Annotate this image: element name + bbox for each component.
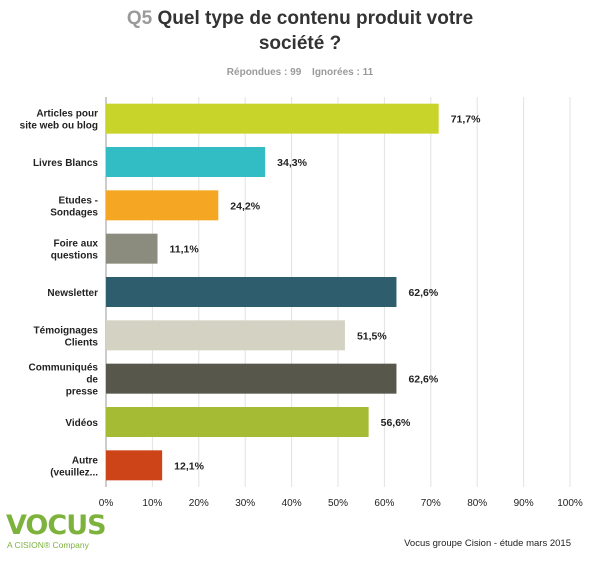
- x-tick-label: 80%: [467, 498, 487, 509]
- chart-title: Q5 Quel type de contenu produit votre so…: [60, 6, 540, 56]
- x-tick-label: 100%: [557, 498, 583, 509]
- x-tick-label: 10%: [142, 498, 162, 509]
- response-stats: Répondues : 99 Ignorées : 11: [100, 67, 500, 78]
- x-tick-label: 90%: [514, 498, 534, 509]
- data-label: 34,3%: [277, 157, 307, 169]
- title-line-2: société ?: [258, 33, 342, 54]
- bar: [106, 320, 345, 351]
- category-label: Etudes -Sondages: [50, 195, 98, 218]
- logo-tagline: A CISION® Company: [7, 540, 89, 550]
- data-label: 56,6%: [381, 417, 411, 429]
- data-label: 12,1%: [174, 460, 204, 472]
- category-label: Communiqués de presse: [29, 363, 99, 398]
- category-label: Newsletter: [47, 288, 98, 299]
- bar: [106, 190, 219, 221]
- x-tick-label: 40%: [282, 498, 302, 509]
- category-label: Articles pour site web ou blog: [20, 109, 98, 132]
- title-line-1: Quel type de contenu produit votre: [157, 8, 474, 29]
- bar: [106, 233, 158, 264]
- bar: [106, 450, 163, 481]
- data-label: 62,6%: [408, 374, 438, 386]
- question-number: Q5: [126, 8, 153, 29]
- source-footer: Vocus groupe Cision - étude mars 2015: [404, 538, 571, 549]
- bar: [106, 407, 369, 437]
- skipped-count: Ignorées : 11: [312, 67, 374, 78]
- data-label: 51,5%: [357, 330, 387, 342]
- data-label: 71,7%: [451, 114, 481, 126]
- x-tick-label: 30%: [235, 498, 255, 509]
- category-label: Livres Blancs: [33, 158, 98, 169]
- bar: [106, 363, 397, 394]
- bar: [106, 277, 397, 307]
- vocus-logo: VOCUS A CISION® Company: [6, 510, 107, 551]
- x-tick-label: 50%: [328, 498, 348, 509]
- data-label: 62,6%: [408, 287, 438, 299]
- x-tick-label: 0%: [99, 498, 114, 509]
- answered-count: Répondues : 99: [226, 67, 302, 78]
- category-label: Témoignages Clients: [34, 325, 99, 348]
- x-tick-label: 60%: [374, 498, 394, 509]
- x-tick-label: 20%: [189, 498, 209, 509]
- x-tick-label: 70%: [421, 498, 441, 509]
- bar: [106, 103, 439, 134]
- data-label: 24,2%: [230, 200, 260, 212]
- bar: [106, 147, 266, 177]
- category-label: Foire aux questions: [51, 239, 99, 262]
- category-label: Autre (veuillez...: [50, 455, 98, 478]
- data-label: 11,1%: [170, 244, 200, 256]
- category-label: Vidéos: [65, 418, 98, 429]
- logo-wordmark: VOCUS: [6, 510, 107, 541]
